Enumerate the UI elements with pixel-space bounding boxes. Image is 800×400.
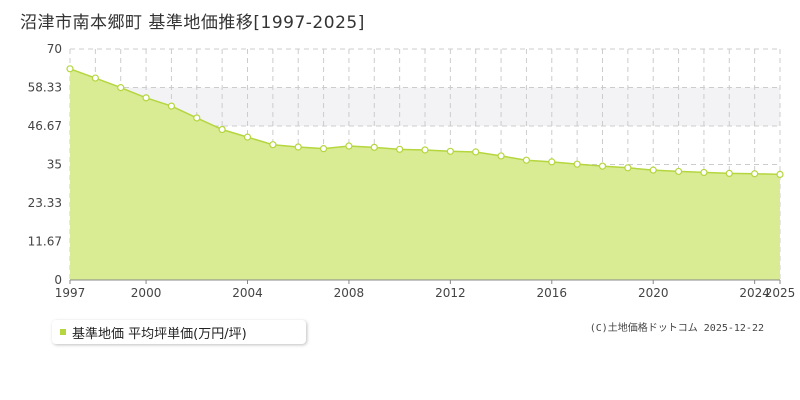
data-point [294,143,302,151]
x-tick-label: 2025 [765,286,796,300]
chart-title: 沼津市南本郷町 基準地価推移[1997-2025] [20,13,365,33]
data-point [117,84,125,92]
data-point [167,102,176,110]
data-point [472,148,480,156]
x-tick-label: 2000 [131,286,162,300]
data-point [218,125,226,134]
data-point [91,74,99,82]
data-point [598,162,607,170]
data-point [345,142,353,150]
data-point [497,152,505,160]
y-axis-ticks: 0 11.67 23.33 35 46.67 58.33 70 [28,42,62,287]
data-point [396,145,404,153]
data-point [700,168,708,177]
y-tick-label: 35 [47,158,62,172]
y-tick-label: 70 [47,42,62,56]
y-tick-label: 11.67 [28,234,62,248]
data-point [522,156,531,164]
y-tick-label: 0 [54,273,62,287]
data-point [649,166,657,174]
data-point [193,114,201,122]
data-point [142,94,150,102]
series-area [70,68,780,280]
credit-text: (C)土地価格ドットコム 2025-12-22 [589,323,764,334]
data-point [674,167,683,176]
x-tick-label: 1997 [55,286,86,300]
y-tick-label: 23.33 [28,196,62,210]
x-tick-label: 2012 [435,286,466,300]
data-point [446,147,454,155]
data-point [319,145,328,153]
x-tick-label: 2020 [638,286,669,300]
data-point [624,164,632,172]
data-point [548,158,556,166]
y-tick-label: 58.33 [28,81,62,95]
data-point [725,169,733,178]
data-point [751,170,759,178]
legend-swatch [60,329,66,335]
x-tick-label: 2024 [739,286,770,300]
chart-svg: 0 11.67 23.33 35 46.67 58.33 70 1997 2000 2004 20… [28,42,796,300]
data-point [776,170,784,178]
x-tick-label: 2004 [232,286,263,300]
data-point [370,143,378,151]
data-point [66,65,74,73]
legend-label: 基準地価 平均坪単価(万円/坪) [72,326,247,342]
legend[interactable]: 基準地価 平均坪単価(万円/坪) [52,320,306,344]
y-tick-label: 46.67 [28,119,62,133]
data-points [66,65,784,178]
x-tick-label: 2008 [334,286,365,300]
data-point [421,146,429,154]
x-tick-label: 2016 [537,286,568,300]
data-point [243,133,252,141]
data-point [573,160,581,168]
data-point [269,141,277,149]
